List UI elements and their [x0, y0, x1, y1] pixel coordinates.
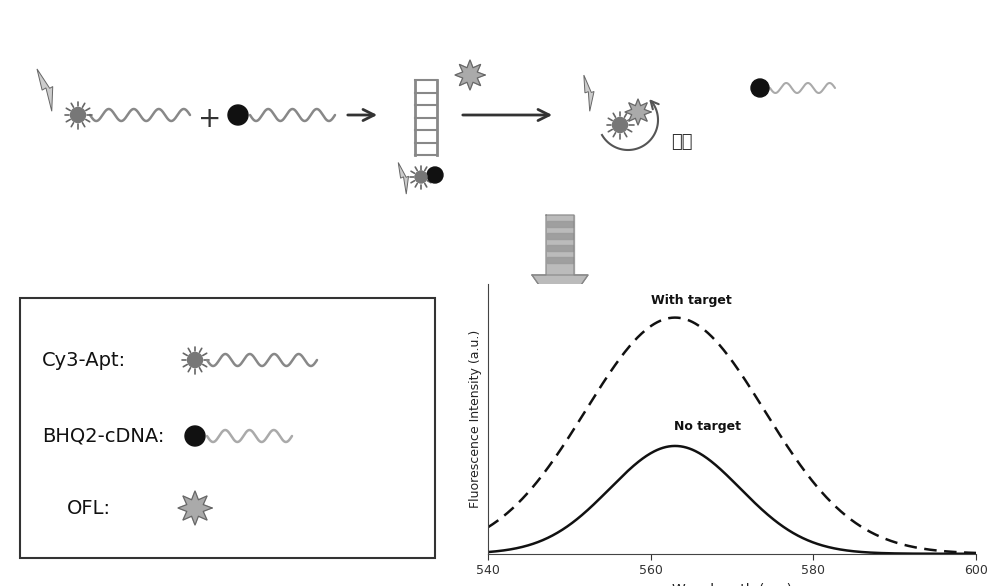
Text: Cy3-Apt:: Cy3-Apt:: [42, 350, 126, 370]
Polygon shape: [455, 60, 485, 90]
Text: No target: No target: [674, 420, 741, 433]
X-axis label: Wavelength (nm): Wavelength (nm): [672, 582, 792, 586]
Text: 增强: 增强: [671, 133, 693, 151]
Circle shape: [427, 167, 443, 183]
Circle shape: [612, 118, 628, 132]
Text: With target: With target: [651, 294, 732, 307]
Circle shape: [415, 171, 427, 183]
Text: OFL:: OFL:: [67, 499, 111, 517]
Text: +: +: [198, 105, 222, 133]
Circle shape: [185, 426, 205, 446]
Y-axis label: Fluorescence Intensity (a.u.): Fluorescence Intensity (a.u.): [469, 330, 482, 508]
Bar: [546, 215, 574, 275]
Polygon shape: [398, 162, 409, 194]
Text: BHQ2-cDNA:: BHQ2-cDNA:: [42, 427, 164, 445]
Circle shape: [70, 107, 86, 122]
Polygon shape: [532, 275, 588, 315]
Circle shape: [751, 79, 769, 97]
Bar: [20, 298, 435, 558]
Circle shape: [228, 105, 248, 125]
Polygon shape: [584, 75, 594, 111]
Polygon shape: [625, 99, 651, 125]
Polygon shape: [37, 69, 53, 111]
Polygon shape: [178, 491, 212, 525]
Circle shape: [188, 353, 202, 367]
